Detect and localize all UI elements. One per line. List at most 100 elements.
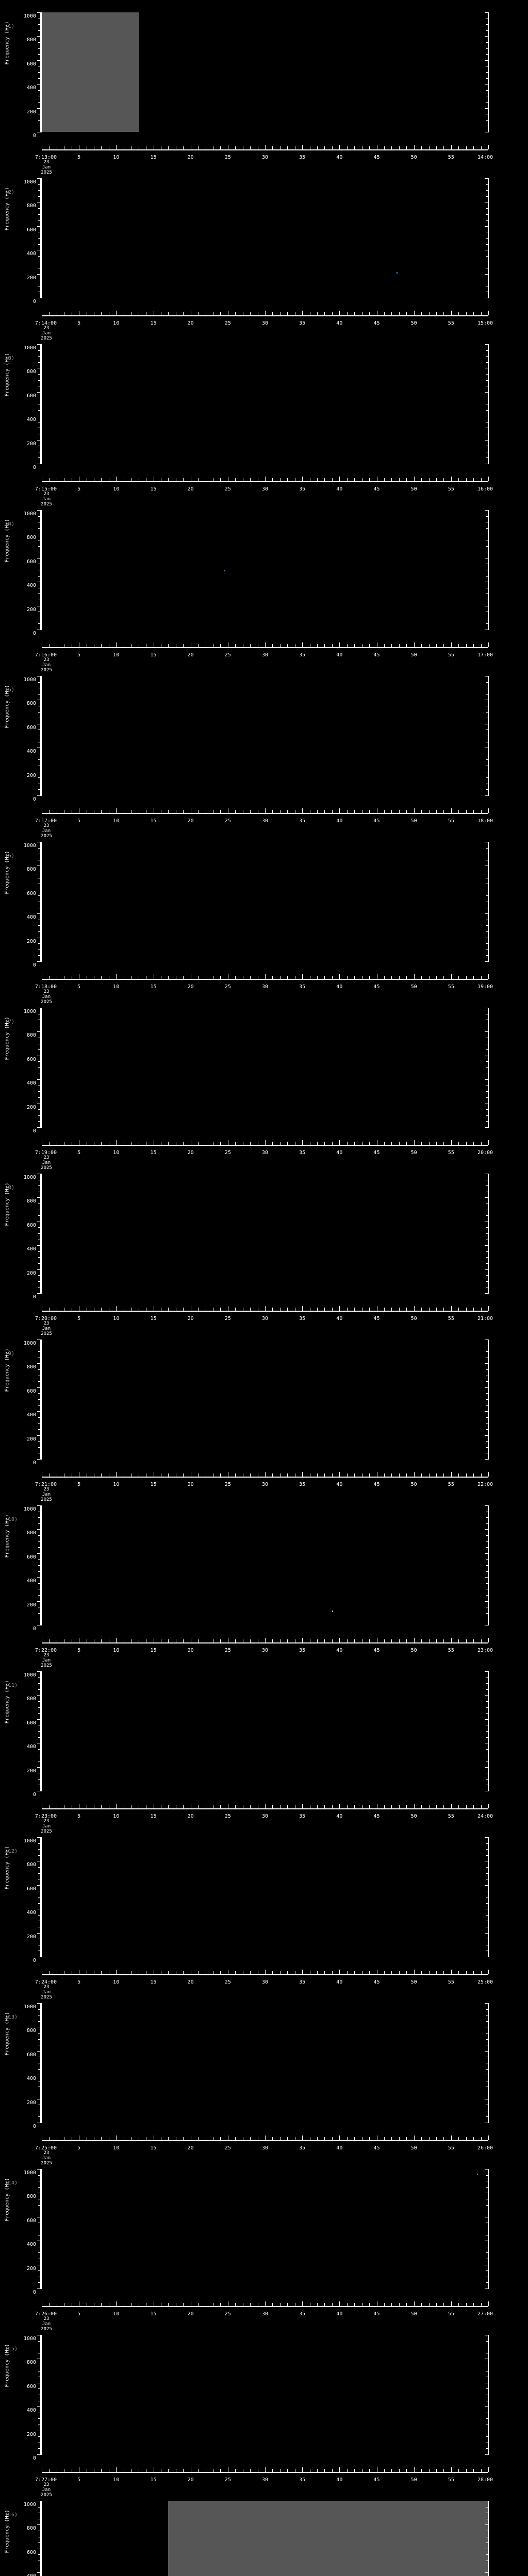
- spectrogram-panel[interactable]: (16)Frequency (Hz)020040060080010007:28:…: [0, 2488, 528, 2576]
- x-axis-minor-tick: [466, 2137, 467, 2140]
- x-axis-date-line: 2025: [41, 668, 52, 673]
- spectrogram-panel[interactable]: (10) Frequency (Hz) 0 200 400 600 800 1000 7:22:…: [0, 1493, 528, 1668]
- x-axis-date-line: Jan: [42, 2487, 51, 2493]
- x-axis-major-tick: [265, 2467, 266, 2472]
- y-axis-minor-tick-right: [486, 238, 488, 239]
- x-axis-minor-tick: [317, 2137, 318, 2140]
- plot-area[interactable]: [42, 1008, 488, 1127]
- plot-area[interactable]: [42, 1174, 488, 1293]
- x-axis-minor-tick: [101, 2469, 102, 2472]
- y-axis-minor-tick: [38, 1227, 41, 1228]
- spectrogram-canvas: [42, 2003, 488, 2123]
- spectrogram-panel[interactable]: (1) Frequency (Hz) 0 200 400 600 800 1000 7:13:0…: [0, 0, 528, 175]
- plot-area[interactable]: [42, 344, 488, 464]
- x-axis-tick-label: 20: [187, 652, 194, 658]
- y-axis-minor-tick: [38, 350, 41, 351]
- y-axis-minor-tick-right: [486, 1541, 488, 1542]
- y-axis-minor-tick-right: [486, 1565, 488, 1566]
- y-axis-minor-tick: [38, 2388, 41, 2389]
- x-axis-major-tick: [451, 1804, 452, 1808]
- spectrogram-panel[interactable]: (9) Frequency (Hz) 0 200 400 600 800 1000 7:21:0…: [0, 1327, 528, 1502]
- x-axis-minor-tick: [466, 810, 467, 813]
- x-axis-minor-tick: [354, 810, 355, 813]
- spectrogram-canvas: [42, 2335, 488, 2454]
- plot-area[interactable]: [42, 1837, 488, 1957]
- y-axis-tick-right: [485, 1363, 488, 1364]
- plot-area[interactable]: [42, 676, 488, 795]
- x-axis-major-tick: [265, 1804, 266, 1808]
- plot-area[interactable]: [42, 178, 488, 298]
- plot-area[interactable]: [42, 1505, 488, 1625]
- plot-area[interactable]: [42, 1340, 488, 1459]
- x-axis-minor-tick: [250, 1308, 251, 1311]
- plot-area[interactable]: [42, 2501, 488, 2576]
- spectrogram-panel[interactable]: (11) Frequency (Hz) 0 200 400 600 800 1000 7:23:…: [0, 1659, 528, 1834]
- y-axis-tick: [37, 2524, 41, 2526]
- plot-area[interactable]: [42, 510, 488, 630]
- spectrogram-panel[interactable]: (14) Frequency (Hz) 0 200 400 600 800 1000 7:26:…: [0, 2157, 528, 2332]
- spectrogram-panel[interactable]: (6) Frequency (Hz) 0 200 400 600 800 1000 7:18:0…: [0, 829, 528, 1005]
- x-axis-minor-tick: [391, 976, 392, 979]
- panel-index-label: (7): [5, 1019, 15, 1025]
- x-axis-major-tick: [488, 2136, 489, 2140]
- x-axis-minor-tick: [436, 1971, 437, 1974]
- plot-area[interactable]: [42, 2003, 488, 2123]
- x-axis-line: [42, 1311, 488, 1312]
- y-axis-minor-tick-right: [486, 2009, 488, 2010]
- x-axis-tick-label: 5: [77, 486, 81, 492]
- x-axis-minor-tick: [287, 2303, 288, 2306]
- x-axis-major-tick: [116, 2136, 117, 2140]
- x-axis-tick-label: 55: [448, 2477, 454, 2483]
- x-axis-tick-label: 50: [410, 2311, 417, 2317]
- x-axis-minor-tick: [250, 976, 251, 979]
- spectrogram-panel[interactable]: (4) Frequency (Hz) 0 200 400 600 800 1000 7:16:0…: [0, 498, 528, 673]
- spectrogram-panel[interactable]: (2) Frequency (Hz) 0 200 400 600 800 1000 7:14:0…: [0, 166, 528, 341]
- y-axis-tick-label: 0: [32, 796, 36, 802]
- y-axis-minor-tick: [38, 54, 41, 55]
- y-axis-tick: [37, 1577, 41, 1578]
- y-axis-right-spine: [488, 1505, 489, 1625]
- spectrogram-panel[interactable]: (7) Frequency (Hz) 0 200 400 600 800 1000 7:19:0…: [0, 995, 528, 1171]
- spectrogram-panel[interactable]: (13) Frequency (Hz) 0 200 400 600 800 1000 7:25:…: [0, 1991, 528, 2166]
- x-axis-major-tick: [339, 808, 340, 813]
- y-axis-minor-tick: [38, 362, 41, 363]
- y-axis-minor-tick-right: [486, 1429, 488, 1430]
- plot-area[interactable]: [42, 1671, 488, 1791]
- y-axis-minor-tick: [38, 1281, 41, 1282]
- y-axis-minor-tick-right: [486, 1778, 488, 1780]
- spectrogram-panel[interactable]: (8) Frequency (Hz) 0 200 400 600 800 1000 7:20:0…: [0, 1161, 528, 1336]
- spectrogram-panel[interactable]: (15) Frequency (Hz) 0 200 400 600 800 1000 7:27:…: [0, 2323, 528, 2498]
- plot-area[interactable]: [42, 842, 488, 961]
- x-axis-tick-label: 30: [261, 1150, 269, 1156]
- y-axis-tick-right: [485, 1933, 488, 1934]
- y-axis-tick-label: 800: [26, 1696, 36, 1702]
- y-axis-minor-tick: [38, 410, 41, 411]
- x-axis-minor-tick: [369, 1639, 370, 1642]
- y-axis-minor-tick-right: [486, 711, 488, 713]
- spectrogram-canvas: [42, 12, 488, 132]
- x-axis-minor-tick: [481, 312, 482, 315]
- plot-area[interactable]: [42, 12, 488, 132]
- y-axis-minor-tick: [38, 2418, 41, 2419]
- spectrogram-panel[interactable]: (5) Frequency (Hz) 0 200 400 600 800 1000 7:17:0…: [0, 664, 528, 839]
- x-axis-end-label: 23:00: [477, 1648, 493, 1653]
- spectrogram-panel[interactable]: (3) Frequency (Hz) 0 200 400 600 800 1000 7:15:0…: [0, 332, 528, 507]
- y-axis-left-spine: [40, 842, 42, 962]
- x-axis-minor-tick: [220, 1805, 221, 1808]
- x-axis-major-tick: [451, 2467, 452, 2472]
- x-axis-start-label: 7:25:00: [35, 2145, 57, 2151]
- x-axis-tick-label: 50: [410, 1482, 417, 1487]
- x-axis-tick-label: 50: [410, 486, 417, 492]
- x-axis-start-label: 7:22:00: [35, 1648, 57, 1653]
- x-axis-minor-tick: [399, 2137, 400, 2140]
- y-axis-minor-tick-right: [486, 72, 488, 73]
- x-axis-tick-label: 45: [373, 1979, 380, 1985]
- x-axis-date-line: 2025: [41, 336, 52, 341]
- y-axis-tick: [37, 1459, 41, 1460]
- plot-area[interactable]: [42, 2169, 488, 2289]
- plot-area[interactable]: [42, 2335, 488, 2454]
- x-axis-minor-tick: [287, 1971, 288, 1974]
- y-axis-minor-tick: [38, 1275, 41, 1276]
- spectrogram-panel[interactable]: (12) Frequency (Hz) 0 200 400 600 800 1000 7:24:…: [0, 1825, 528, 2000]
- y-axis-tick-right: [485, 1767, 488, 1768]
